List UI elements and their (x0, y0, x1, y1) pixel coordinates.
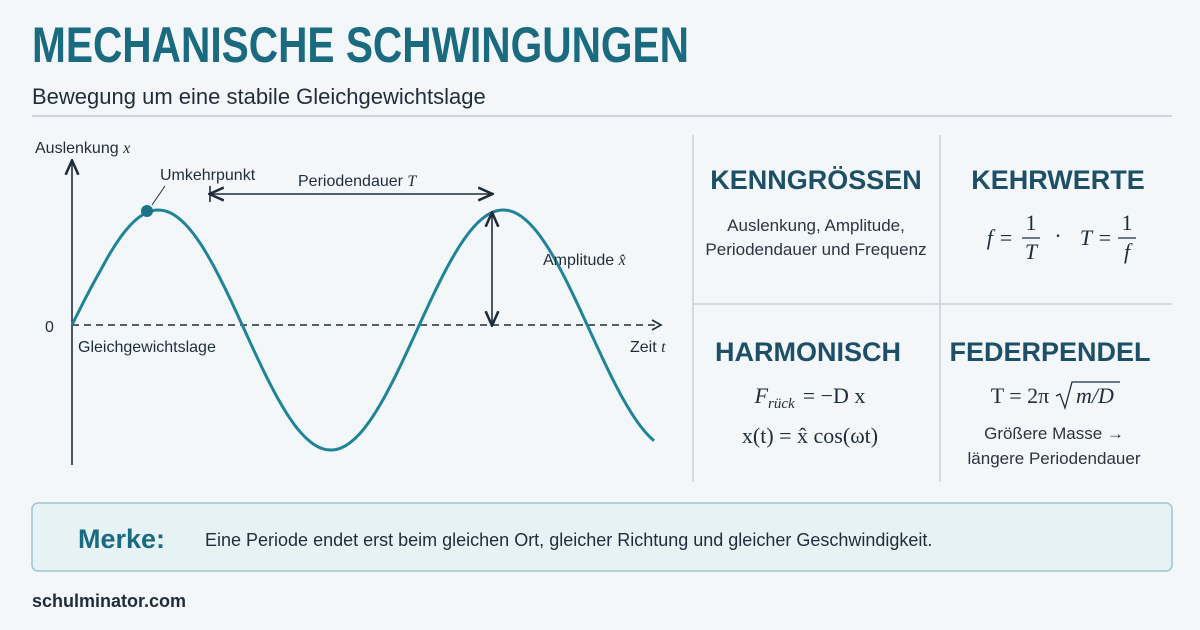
subtitle: Bewegung um eine stabile Gleichgewichtsl… (32, 84, 486, 109)
formula: f (1124, 239, 1133, 264)
card-title: KENNGRÖSSEN (710, 165, 922, 195)
note-box (31, 502, 1173, 572)
x-axis-label: Zeit t (630, 339, 666, 356)
card-title: KEHRWERTE (971, 165, 1145, 195)
footer: schulminator.com (32, 591, 186, 611)
formula: 1 (1026, 210, 1037, 235)
turning-point-label: Umkehrpunkt (160, 167, 256, 184)
formula: x(t) = x̂ cos(ωt) (742, 423, 878, 448)
formula: Frück = −D x (754, 383, 866, 412)
formula: · (1054, 223, 1061, 248)
card-text: längere Periodendauer (968, 449, 1141, 468)
turning-point-dot (141, 205, 153, 217)
title: MECHANISCHE SCHWINGUNGEN (32, 17, 689, 73)
formula: T = (1080, 225, 1112, 250)
card-title: HARMONISCH (715, 337, 901, 367)
card-text: Auslenkung, Amplitude, (727, 216, 905, 235)
note-text: Eine Periode endet erst beim gleichen Or… (205, 530, 932, 550)
formula: f = (987, 225, 1013, 250)
y-axis-label: Auslenkung x (35, 140, 130, 157)
zero-label: 0 (45, 319, 54, 336)
sqrt-sign (1055, 381, 1120, 411)
equilibrium-label: Gleichgewichtslage (78, 339, 216, 356)
formula: T (1025, 239, 1039, 264)
card-title: FEDERPENDEL (949, 337, 1150, 367)
sine-wave (70, 208, 656, 452)
formula: T = 2π (991, 383, 1050, 408)
pointer (151, 185, 166, 206)
note-label: Merke: (78, 524, 165, 554)
card-text: Größere Masse → (984, 424, 1124, 443)
x-axis-arrow (651, 319, 663, 331)
amplitude-label: Amplitude x̂ (543, 252, 626, 269)
formula: m/D (1076, 383, 1114, 408)
formula: 1 (1122, 210, 1133, 235)
card-text: Periodendauer und Frequenz (705, 240, 926, 259)
period-label: Periodendauer T (298, 173, 417, 190)
